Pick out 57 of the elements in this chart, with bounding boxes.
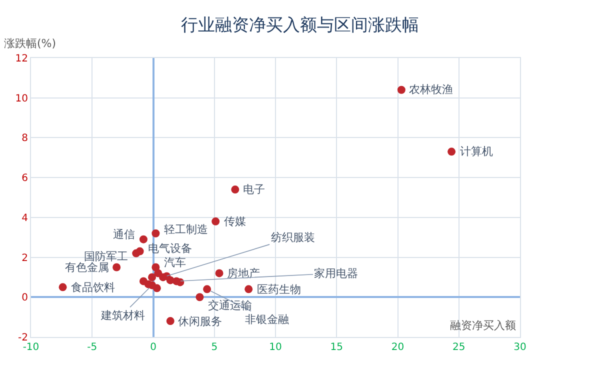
y-tick-label: 2 [22,252,28,264]
data-label: 非银金融 [245,313,289,326]
point [203,285,212,294]
data-label: 传媒 [224,215,246,228]
x-tick-label: 5 [211,342,218,353]
data-label: 交通运输 [208,299,252,312]
point [176,278,184,286]
y-tick-label: 12 [15,54,28,64]
data-label: 食品饮料 [71,281,115,294]
point [144,280,152,288]
y-tick-label: 8 [22,133,28,144]
point [154,269,162,278]
chart-title: 行业融资净买入额与区间涨跌幅 [181,15,419,36]
x-tick-label: 30 [514,342,526,353]
point [231,186,240,194]
point [139,235,148,244]
data-label: 建筑材料 [100,309,145,322]
point [212,217,220,226]
point [152,229,160,238]
point [152,284,161,292]
point [166,317,174,326]
x-tick-label: -5 [87,342,98,353]
data-label: 休闲服务 [178,315,222,328]
point [166,276,174,284]
point [196,293,204,302]
data-label: 计算机 [460,145,493,158]
data-label: 轻工制造 [164,223,208,236]
y-tick-label: 4 [22,212,28,224]
data-label: 国防军工 [84,250,128,263]
point [244,285,253,294]
data-label: 电子 [243,183,265,196]
point [58,283,67,292]
x-tick-label: 25 [452,342,466,353]
data-label: 家用电器 [314,267,358,280]
point [215,269,224,278]
data-label: 通信 [113,228,135,241]
point [397,86,406,94]
x-axis-title: 融资净买入额 [450,319,516,332]
data-label: 农林牧渔 [409,83,453,96]
point [148,273,156,282]
point [136,247,144,256]
x-tick-label: 10 [269,342,282,353]
x-tick-label: 15 [330,342,343,353]
x-tick-label: 0 [150,342,156,353]
point [448,148,456,156]
data-label: 医药生物 [257,283,301,296]
data-label: 有色金属 [65,261,109,274]
y-tick-label: -2 [18,332,28,344]
y-tick-label: 10 [15,93,28,104]
data-label: 纺织服装 [271,231,315,244]
y-tick-label: 0 [22,292,28,304]
x-tick-label: 20 [391,342,404,353]
y-tick-label: 6 [22,173,28,184]
x-tick-label: -10 [22,342,40,353]
y-axis-title: 涨跌幅(%) [4,37,56,50]
point [112,263,121,272]
data-label: 汽车 [164,256,186,269]
